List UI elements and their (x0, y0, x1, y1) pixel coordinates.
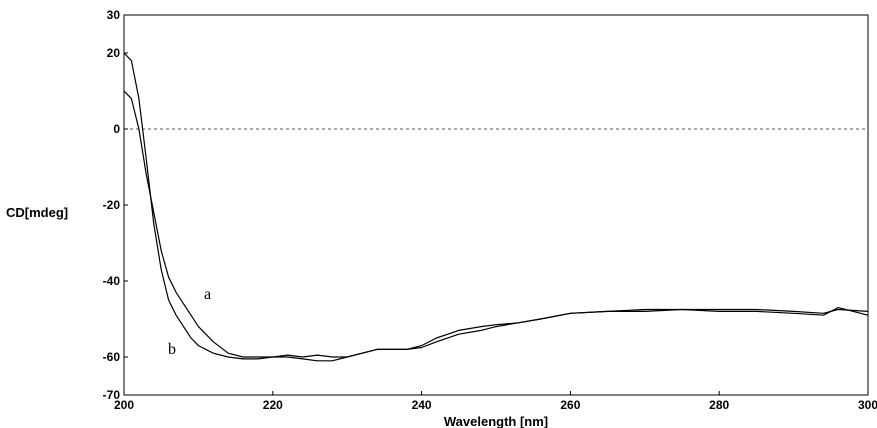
x-tick-label-200: 200 (114, 398, 134, 412)
series-line-a (123, 90, 869, 362)
x-tick-label-260: 260 (560, 398, 580, 412)
series-layer (123, 52, 869, 362)
y-tick-label-20: 20 (107, 46, 121, 60)
y-tick-label-0: 0 (113, 122, 120, 136)
axis-ticks (123, 14, 869, 396)
x-axis-title: Wavelength [nm] (444, 414, 548, 428)
y-tick-label-30: 30 (107, 8, 121, 22)
y-tick-label--20: -20 (103, 198, 121, 212)
y-tick-label--40: -40 (103, 274, 121, 288)
x-tick-label-280: 280 (709, 398, 729, 412)
x-tick-label-240: 240 (412, 398, 432, 412)
series-label-a: a (204, 286, 211, 303)
series-line-b (123, 52, 869, 360)
series-label-b: b (168, 341, 176, 358)
y-tick-label--70: -70 (103, 388, 121, 402)
y-tick-label--60: -60 (103, 350, 121, 364)
x-tick-label-300: 300 (858, 398, 877, 412)
y-axis-title: CD[mdeg] (6, 205, 68, 220)
x-tick-label-220: 220 (263, 398, 283, 412)
plot-frame (123, 14, 869, 396)
